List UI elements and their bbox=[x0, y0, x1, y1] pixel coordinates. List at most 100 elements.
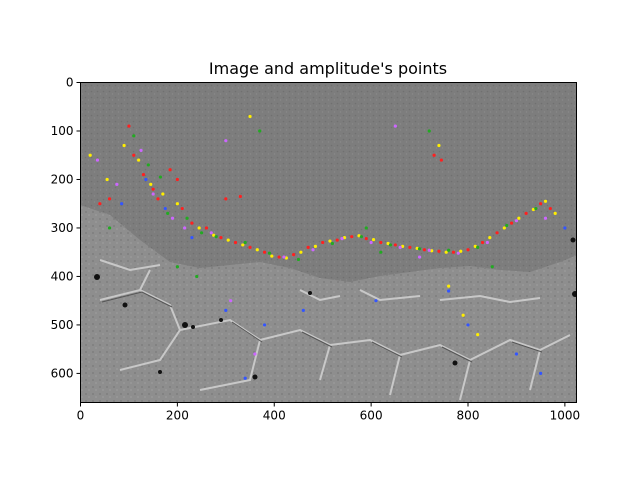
scatter-point-red bbox=[548, 206, 552, 211]
scatter-point-yellow bbox=[488, 236, 492, 240]
scatter-point-red bbox=[321, 240, 325, 245]
scatter-point-red bbox=[437, 249, 441, 253]
scatter-point-red bbox=[466, 248, 470, 252]
scatter-point-violet bbox=[139, 148, 143, 152]
scatter-point-blue bbox=[243, 376, 247, 380]
scatter-point-blue bbox=[447, 289, 451, 293]
scatter-point-red bbox=[292, 253, 296, 257]
micrograph-image bbox=[80, 82, 577, 403]
scatter-point-violet bbox=[311, 248, 315, 252]
scatter-point-yellow bbox=[284, 256, 288, 260]
scatter-point-violet bbox=[393, 124, 397, 128]
scatter-point-red bbox=[439, 158, 443, 162]
scatter-point-green bbox=[447, 248, 451, 252]
scatter-point-yellow bbox=[88, 153, 92, 157]
scatter-point-violet bbox=[340, 237, 344, 241]
scatter-point-green bbox=[107, 226, 112, 230]
scatter-point-red bbox=[480, 240, 485, 245]
scatter-point-red bbox=[151, 187, 155, 191]
scatter-point-yellow bbox=[161, 192, 165, 196]
scatter-point-blue bbox=[514, 352, 519, 356]
grain-boundaries bbox=[99, 259, 571, 401]
scatter-point-blue bbox=[539, 371, 543, 376]
scatter-point-green bbox=[296, 257, 301, 262]
scatter-point-green bbox=[158, 175, 163, 179]
scatter-point-yellow bbox=[447, 284, 451, 288]
scatter-point-yellow bbox=[543, 199, 548, 203]
scatter-point-green bbox=[166, 211, 170, 216]
scatter-point-green bbox=[330, 241, 334, 246]
x-axis: 0 200 400 600 800 1000 bbox=[77, 402, 581, 423]
scatter-point-red bbox=[364, 237, 368, 241]
grain-boundaries-dark bbox=[101, 291, 543, 363]
scatter-point-green bbox=[214, 235, 218, 239]
scatter-point-red bbox=[422, 248, 427, 252]
scatter-point-yellow bbox=[197, 226, 201, 230]
scatter-point-yellow bbox=[149, 182, 153, 186]
image-lower-region bbox=[80, 205, 577, 403]
scatter-point-yellow bbox=[502, 226, 506, 230]
scatter-point-red bbox=[107, 197, 112, 201]
scatter-point-red bbox=[393, 243, 397, 247]
scatter-point-green bbox=[146, 163, 150, 167]
scatter-point-yellow bbox=[444, 250, 448, 254]
scatter-point-yellow bbox=[401, 244, 405, 248]
x-tick-label: 600 bbox=[360, 409, 383, 423]
scatter-point-blue bbox=[374, 299, 378, 303]
scatter-point-red bbox=[509, 221, 514, 225]
scatter-point-red bbox=[408, 245, 412, 249]
scatter-point-red bbox=[224, 197, 228, 201]
scatter-point-green bbox=[364, 226, 368, 230]
scatter-point-yellow bbox=[299, 250, 303, 254]
y-tick-label: 100 bbox=[51, 124, 74, 138]
scatter-point-yellow bbox=[122, 143, 126, 148]
scatter-point-yellow bbox=[105, 177, 109, 182]
scatter-point-blue bbox=[563, 226, 567, 230]
scatter-point-green bbox=[267, 251, 272, 255]
scatter-point-green bbox=[195, 274, 199, 279]
scatter-point-violet bbox=[485, 240, 489, 245]
scatter-point-yellow bbox=[357, 234, 361, 238]
scatter-point-red bbox=[379, 240, 383, 245]
y-tick-label: 400 bbox=[51, 269, 74, 283]
scatter-point-green bbox=[427, 129, 431, 133]
chart-title: Image and amplitude's points bbox=[209, 59, 447, 78]
scatter-point-green bbox=[490, 265, 494, 269]
scatter-point-violet bbox=[209, 231, 213, 235]
scatter-point-green bbox=[505, 223, 509, 228]
scatter-point-blue bbox=[190, 236, 194, 240]
scatter-point-red bbox=[156, 197, 160, 201]
scatter-point-yellow bbox=[459, 249, 463, 253]
scatter-point-violet bbox=[282, 255, 286, 259]
scatter-point-red bbox=[539, 202, 543, 206]
scatter-point-red bbox=[335, 238, 339, 242]
scatter-point-yellow bbox=[328, 239, 332, 243]
data-points bbox=[88, 114, 567, 380]
scatter-point-green bbox=[185, 216, 189, 220]
scatter-point-green bbox=[132, 134, 136, 138]
y-tick-label: 600 bbox=[51, 366, 74, 380]
scatter-point-red bbox=[277, 255, 281, 259]
scatter-point-green bbox=[243, 240, 247, 245]
scatter-point-yellow bbox=[415, 246, 419, 250]
scatter-point-yellow bbox=[473, 244, 477, 248]
scatter-point-violet bbox=[514, 219, 519, 223]
y-axis: 0 100 200 300 400 500 600 bbox=[51, 76, 81, 380]
scatter-point-red bbox=[248, 245, 252, 249]
scatter-point-yellow bbox=[175, 202, 179, 206]
scatter-point-violet bbox=[183, 226, 187, 230]
scatter-point-green bbox=[417, 247, 422, 251]
x-tick-label: 0 bbox=[77, 409, 85, 423]
scatter-point-violet bbox=[543, 216, 548, 220]
scatter-point-blue bbox=[466, 323, 470, 327]
scatter-point-red bbox=[451, 250, 456, 254]
scatter-point-red bbox=[432, 153, 436, 157]
scatter-point-red bbox=[350, 235, 354, 239]
scatter-point-yellow bbox=[137, 158, 141, 162]
scatter-point-yellow bbox=[437, 143, 441, 148]
x-tick-label: 1000 bbox=[550, 409, 581, 423]
scatter-point-blue bbox=[163, 206, 167, 211]
scatter-point-red bbox=[524, 211, 528, 216]
scatter-point-yellow bbox=[430, 249, 434, 253]
